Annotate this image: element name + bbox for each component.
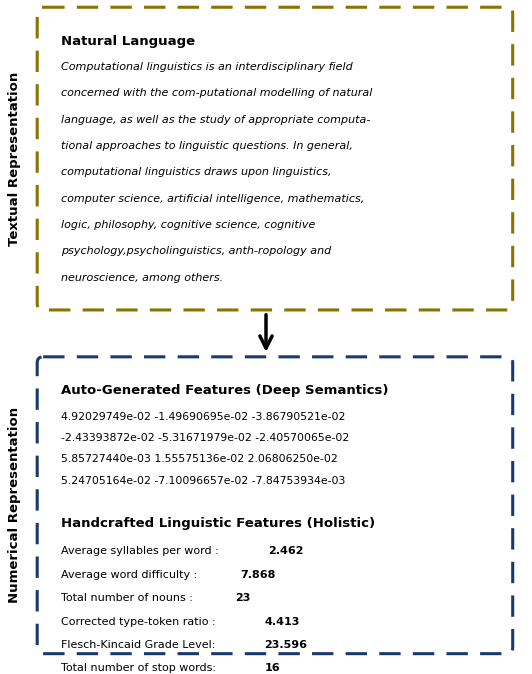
Text: 23: 23 [235,593,250,603]
Text: Computational linguistics is an interdisciplinary field: Computational linguistics is an interdis… [61,62,353,72]
Text: computational linguistics draws upon linguistics,: computational linguistics draws upon lin… [61,167,331,177]
Text: tional approaches to linguistic questions. In general,: tional approaches to linguistic question… [61,141,353,151]
Text: neuroscience, among others.: neuroscience, among others. [61,273,223,283]
Text: 4.413: 4.413 [264,617,300,627]
Text: Natural Language: Natural Language [61,34,195,48]
Text: Total number of nouns :: Total number of nouns : [61,593,196,603]
Text: 23.596: 23.596 [264,640,307,650]
Text: Corrected type-token ratio :: Corrected type-token ratio : [61,617,219,627]
Text: 7.868: 7.868 [240,570,276,580]
Text: concerned with the com-putational modelling of natural: concerned with the com-putational modell… [61,88,372,98]
Text: Textual Representation: Textual Representation [8,71,21,246]
Text: Handcrafted Linguistic Features (Holistic): Handcrafted Linguistic Features (Holisti… [61,517,375,530]
Text: 4.92029749e-02 -1.49690695e-02 -3.86790521e-02: 4.92029749e-02 -1.49690695e-02 -3.867905… [61,412,345,421]
Text: psychology,psycholinguistics, anth-ropology and: psychology,psycholinguistics, anth-ropol… [61,247,331,257]
FancyBboxPatch shape [37,7,513,310]
Text: Auto-Generated Features (Deep Semantics): Auto-Generated Features (Deep Semantics) [61,384,388,397]
Text: 2.462: 2.462 [268,546,304,556]
Text: logic, philosophy, cognitive science, cognitive: logic, philosophy, cognitive science, co… [61,220,315,230]
Text: 16: 16 [264,663,280,673]
Text: 5.24705164e-02 -7.10096657e-02 -7.84753934e-03: 5.24705164e-02 -7.10096657e-02 -7.847539… [61,476,345,486]
Text: language, as well as the study of appropriate computa-: language, as well as the study of approp… [61,115,370,125]
Text: Flesch-Kincaid Grade Level:: Flesch-Kincaid Grade Level: [61,640,219,650]
Text: Total number of stop words:: Total number of stop words: [61,663,220,673]
Text: -2.43393872e-02 -5.31671979e-02 -2.40570065e-02: -2.43393872e-02 -5.31671979e-02 -2.40570… [61,433,350,443]
Text: 5.85727440e-03 1.55575136e-02 2.06806250e-02: 5.85727440e-03 1.55575136e-02 2.06806250… [61,454,338,464]
Text: Numerical Representation: Numerical Representation [8,407,21,603]
Text: Average syllables per word :: Average syllables per word : [61,546,222,556]
FancyBboxPatch shape [37,357,513,654]
Text: Average word difficulty :: Average word difficulty : [61,570,201,580]
Text: computer science, artificial intelligence, mathematics,: computer science, artificial intelligenc… [61,193,364,204]
